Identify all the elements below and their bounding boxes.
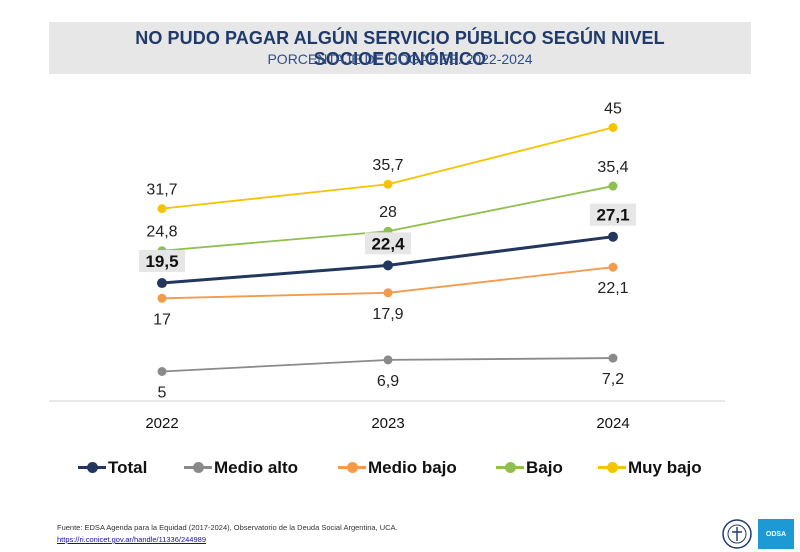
x-tick-label: 2023	[371, 415, 404, 432]
data-point-medio-bajo	[608, 262, 618, 272]
data-point-medio-alto	[157, 367, 167, 376]
data-point-bajo	[608, 181, 618, 191]
legend-label: Total	[108, 458, 148, 477]
source-note: Fuente: EDSA Agenda para la Equidad (201…	[57, 523, 398, 532]
title-banner: NO PUDO PAGAR ALGÚN SERVICIO PÚBLICO SEG…	[49, 22, 751, 74]
legend-label: Medio alto	[214, 458, 299, 477]
data-label-bg-total	[590, 203, 636, 226]
uca-seal-icon	[722, 519, 752, 549]
chart-subtitle: PORCENTAJE DE HOGARES. 2022-2024	[267, 51, 533, 67]
x-tick-label: 2022	[145, 415, 178, 432]
legend-item-medio-alto: Medio alto	[184, 456, 298, 480]
data-point-medio-alto	[608, 353, 618, 363]
data-point-medio-bajo	[157, 293, 167, 303]
data-label-bajo: 35,4	[597, 159, 628, 176]
legend-item-total: Total	[78, 456, 147, 480]
data-label-bg-total	[139, 250, 185, 273]
legend-label: Muy bajo	[628, 458, 702, 477]
legend-item-muy-bajo: Muy bajo	[598, 456, 702, 480]
data-label-bg-total	[365, 232, 411, 255]
data-label-muy-bajo: 45	[604, 101, 622, 118]
data-point-muy-bajo	[608, 123, 618, 132]
data-label-medio-alto: 5	[158, 385, 167, 402]
data-point-muy-bajo	[383, 179, 393, 189]
data-label-medio-bajo: 17	[153, 311, 171, 328]
data-label-bajo: 24,8	[146, 224, 177, 241]
data-label-total: 22,4	[371, 234, 405, 253]
legend-item-medio-bajo: Medio bajo	[338, 456, 457, 480]
data-label-muy-bajo: 31,7	[146, 182, 177, 199]
legend-swatch-bajo	[496, 456, 524, 480]
data-point-medio-alto	[383, 355, 393, 365]
legend-item-bajo: Bajo	[496, 456, 563, 480]
data-label-medio-bajo: 22,1	[597, 280, 628, 297]
legend-swatch-muy-bajo	[598, 456, 626, 480]
legend-label: Medio bajo	[368, 458, 457, 477]
odsa-logo: ODSA	[758, 519, 794, 549]
data-point-medio-bajo	[383, 288, 393, 298]
data-point-total	[383, 260, 393, 271]
legend-swatch-medio-alto	[184, 456, 212, 480]
data-label-total: 27,1	[596, 206, 629, 225]
x-tick-label: 2024	[596, 415, 629, 432]
data-label-medio-alto: 7,2	[602, 371, 624, 388]
odsa-logo-text: ODSA	[765, 530, 787, 538]
legend-swatch-medio-bajo	[338, 456, 366, 480]
data-point-total	[157, 278, 167, 289]
chart-legend: Total Medio alto Medio bajo Bajo Muy baj…	[78, 456, 718, 480]
data-label-medio-bajo: 17,9	[372, 306, 403, 323]
legend-label: Bajo	[526, 458, 563, 477]
data-point-muy-bajo	[157, 204, 167, 214]
source-link[interactable]: https://ri.conicet.gov.ar/handle/11336/2…	[57, 535, 206, 544]
data-label-muy-bajo: 35,7	[372, 157, 403, 174]
data-label-total: 19,5	[145, 252, 178, 271]
data-label-bajo: 28	[379, 204, 397, 221]
data-point-total	[608, 231, 618, 242]
chart-title: NO PUDO PAGAR ALGÚN SERVICIO PÚBLICO SEG…	[135, 28, 665, 69]
legend-swatch-total	[78, 456, 106, 480]
data-label-medio-alto: 6,9	[377, 373, 399, 390]
